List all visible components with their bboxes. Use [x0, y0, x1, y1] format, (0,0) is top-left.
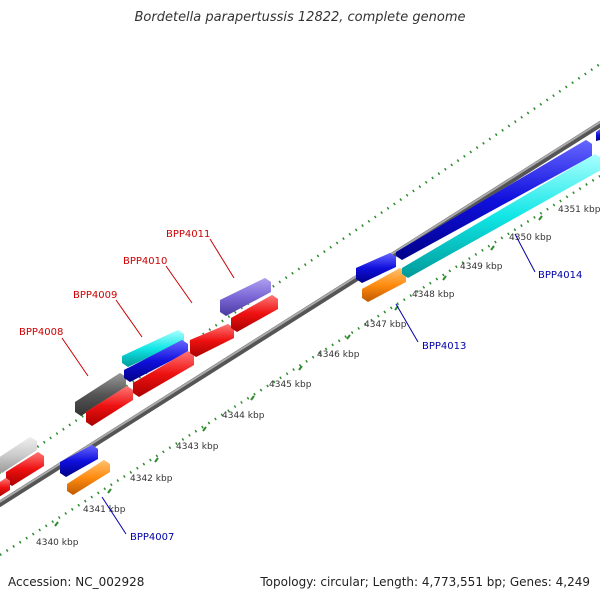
gene-bar-bpp4009[interactable]	[122, 330, 184, 367]
gene-bar-bpp4008[interactable]	[75, 373, 126, 416]
gene-bar-bpp4010[interactable]	[190, 324, 234, 357]
tick-label-4342: 4342 kbp	[130, 474, 173, 484]
gene-label-bpp4011[interactable]: BPP4011	[166, 229, 210, 240]
tick-label-4345: 4345 kbp	[269, 380, 312, 390]
tick-label-4340: 4340 kbp	[36, 538, 79, 548]
lower-tick-marks	[54, 215, 543, 527]
gene-bar-blue-4013	[356, 253, 396, 283]
gene-bar-bpp4014[interactable]	[402, 154, 600, 278]
leader-bpp4011	[209, 238, 235, 279]
tick-label-4341: 4341 kbp	[83, 505, 126, 515]
leader-bpp4008	[61, 337, 89, 377]
leader-bpp4013	[395, 303, 419, 343]
gene-bar-blue-4014	[396, 140, 592, 260]
gene-label-bpp4010[interactable]: BPP4010	[123, 256, 167, 267]
upper-tick-track	[0, 62, 600, 474]
gene-label-bpp4008[interactable]: BPP4008	[19, 327, 63, 338]
gene-bar-blue-4009	[124, 340, 188, 382]
accession-text: Accession: NC_002928	[8, 575, 145, 589]
gene-bar-red-4009	[133, 351, 194, 397]
gene-bar-blue-edge	[596, 129, 600, 141]
tick-label-4350: 4350 kbp	[509, 233, 552, 243]
gene-label-bpp4013[interactable]: BPP4013	[422, 341, 466, 352]
tick-label-4344: 4344 kbp	[222, 411, 265, 421]
tick-label-4348: 4348 kbp	[412, 290, 455, 300]
gene-label-bpp4007[interactable]: BPP4007	[130, 532, 174, 543]
tick-label-4346: 4346 kbp	[317, 350, 360, 360]
tick-label-4351: 4351 kbp	[558, 205, 600, 215]
gene-bar-bpp4007[interactable]	[67, 460, 110, 495]
leader-bpp4014	[514, 233, 536, 273]
gene-bar-red-4011	[231, 295, 278, 332]
gene-bar-lightgray-left	[0, 437, 37, 473]
genome-backbone	[0, 120, 600, 508]
gene-bar-blue-4007	[60, 445, 98, 477]
gene-bar-red-4008b	[86, 386, 133, 426]
gene-label-bpp4009[interactable]: BPP4009	[73, 290, 117, 301]
gene-label-bpp4014[interactable]: BPP4014	[538, 270, 582, 281]
tick-label-4347: 4347 kbp	[364, 320, 407, 330]
gene-bar-bpp4013[interactable]	[362, 268, 406, 302]
map-title: Bordetella parapertussis 12822, complete…	[134, 10, 466, 25]
tick-label-4349: 4349 kbp	[460, 262, 503, 272]
lower-tick-track	[0, 174, 600, 557]
genome-backbone-highlight	[0, 121, 600, 503]
leader-bpp4007	[101, 496, 127, 535]
leader-bpp4010	[165, 265, 193, 304]
gene-bar-bpp4011[interactable]	[220, 278, 271, 316]
tick-label-4343: 4343 kbp	[176, 442, 219, 452]
genome-summary-text: Topology: circular; Length: 4,773,551 bp…	[260, 575, 590, 589]
gene-bar-red-left	[6, 452, 44, 486]
gene-bar-red-left-2	[0, 478, 10, 497]
leader-bpp4009	[115, 299, 143, 338]
